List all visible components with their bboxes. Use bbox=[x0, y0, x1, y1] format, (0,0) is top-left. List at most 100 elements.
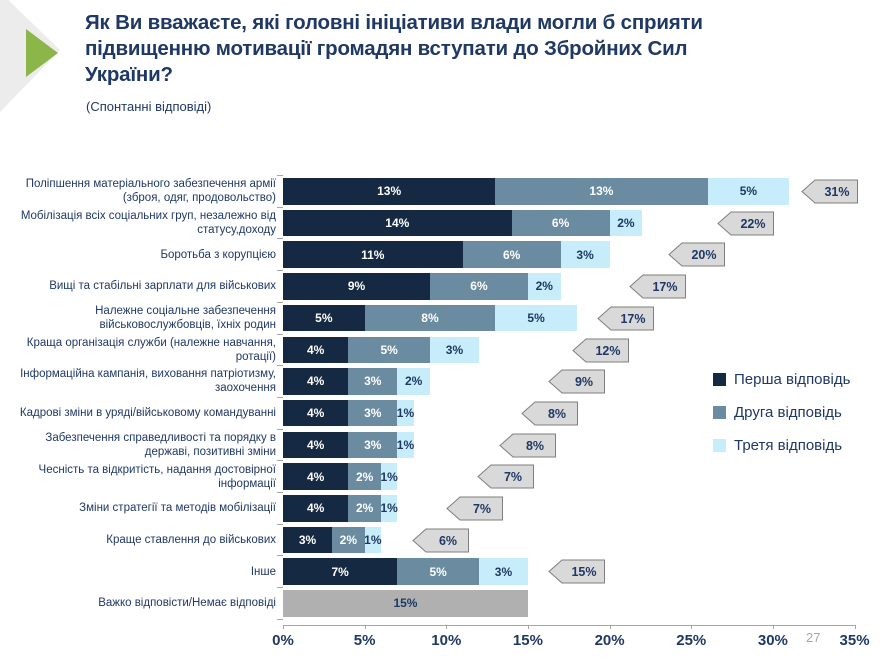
category-label: Мобілізація всіх соціальних груп, незале… bbox=[20, 209, 276, 236]
category-label: Боротьба з корупцією bbox=[160, 248, 276, 261]
x-axis-tick bbox=[772, 625, 774, 629]
category-tick bbox=[277, 333, 283, 335]
bar-segment-series3: 3% bbox=[560, 241, 610, 268]
bar-segment-series1: 4% bbox=[283, 368, 349, 395]
svg-text:8%: 8% bbox=[548, 407, 566, 421]
bar-segment-series1: 9% bbox=[283, 273, 430, 300]
bar-segment-series3: 2% bbox=[397, 368, 430, 395]
bar-segment-series1: 3% bbox=[283, 526, 332, 554]
chart-subtitle: (Спонтанні відповіді) bbox=[86, 99, 212, 114]
no-answer-bar: 15% bbox=[283, 590, 528, 617]
category-label: Інше bbox=[250, 565, 276, 578]
category-tick bbox=[277, 428, 283, 430]
x-axis-label: 10% bbox=[431, 632, 462, 649]
category-tick bbox=[277, 301, 283, 303]
category-label: Важко відповісти/Немає відповіді bbox=[98, 597, 276, 610]
category-label: Інформаційна кампанія, виховання патріот… bbox=[20, 368, 276, 395]
bar-segment-series1: 7% bbox=[283, 558, 398, 585]
category-tick bbox=[277, 365, 283, 367]
category-label: Належне соціальне забезпечення військово… bbox=[95, 305, 276, 332]
x-axis-tick bbox=[691, 625, 693, 629]
bar-segment-series3: 3% bbox=[429, 336, 479, 363]
total-callout: 12% bbox=[572, 338, 630, 368]
x-axis-label: 20% bbox=[594, 632, 625, 649]
total-callout-arrow: 22% bbox=[717, 211, 775, 236]
x-axis-label: 0% bbox=[272, 632, 294, 649]
category-label: Вищі та стабільні зарплати для військови… bbox=[49, 280, 276, 293]
bar-segment-series1: 4% bbox=[283, 495, 349, 522]
category-tick bbox=[277, 555, 283, 557]
legend-label: Друга відповідь bbox=[734, 404, 842, 421]
page-number: 27 bbox=[806, 630, 821, 645]
svg-text:20%: 20% bbox=[692, 248, 717, 262]
bar-segment-series3: 2% bbox=[527, 273, 561, 300]
total-callout-arrow: 8% bbox=[498, 433, 556, 458]
bar-segment-series3: 1% bbox=[397, 399, 414, 427]
category-label: Поліпшення матеріального забезпечення ар… bbox=[25, 178, 276, 205]
bar-segment-series3: 1% bbox=[397, 431, 414, 459]
bar-segment-series2: 13% bbox=[495, 178, 708, 205]
svg-text:12%: 12% bbox=[596, 344, 621, 358]
category-tick bbox=[277, 523, 283, 525]
x-axis-label: 35% bbox=[839, 632, 870, 649]
total-callout: 7% bbox=[446, 496, 504, 526]
bar-segment-series1: 11% bbox=[283, 241, 463, 268]
category-tick bbox=[277, 618, 283, 620]
total-callout: 31% bbox=[800, 179, 859, 209]
x-axis-tick bbox=[446, 625, 448, 629]
bar-segment-series2: 5% bbox=[348, 336, 430, 363]
total-callout: 17% bbox=[596, 306, 655, 336]
bar-segment-series3: 1% bbox=[380, 495, 398, 522]
svg-text:22%: 22% bbox=[741, 217, 766, 231]
x-axis-label: 30% bbox=[757, 632, 788, 649]
bar-segment-series2: 6% bbox=[462, 241, 561, 268]
chart-title: Як Ви вважаєте, які головні ініціативи в… bbox=[85, 11, 703, 87]
bar-segment-series1: 5% bbox=[283, 304, 365, 332]
category-tick bbox=[277, 206, 283, 208]
x-axis-tick bbox=[283, 625, 284, 629]
category-tick bbox=[277, 396, 283, 398]
total-callout-arrow: 7% bbox=[446, 496, 504, 521]
total-callout-arrow: 31% bbox=[800, 179, 858, 204]
bar-segment-series2: 3% bbox=[348, 431, 398, 459]
svg-text:8%: 8% bbox=[526, 439, 544, 453]
svg-text:7%: 7% bbox=[473, 502, 491, 516]
total-callout: 17% bbox=[629, 274, 687, 304]
total-callout-arrow: 12% bbox=[572, 338, 630, 362]
bar-segment-series3: 5% bbox=[707, 178, 790, 205]
x-axis-line bbox=[283, 625, 855, 626]
category-tick bbox=[277, 175, 283, 176]
bar-segment-series1: 4% bbox=[283, 336, 349, 363]
total-callout: 6% bbox=[412, 528, 470, 558]
svg-text:17%: 17% bbox=[620, 312, 645, 326]
svg-text:31%: 31% bbox=[824, 185, 849, 199]
legend-swatch-series3 bbox=[713, 439, 726, 452]
bar-segment-series1: 4% bbox=[283, 463, 349, 490]
legend-swatch-series2 bbox=[713, 406, 726, 419]
total-callout-arrow: 6% bbox=[412, 528, 469, 553]
total-callout-arrow: 7% bbox=[477, 464, 535, 489]
bar-segment-series3: 3% bbox=[478, 558, 528, 585]
total-callout-arrow: 17% bbox=[596, 306, 654, 331]
legend-item: Перша відповідь bbox=[713, 371, 850, 388]
bar-segment-series2: 2% bbox=[331, 526, 365, 554]
total-callout-arrow: 9% bbox=[547, 369, 605, 394]
bar-segment-series2: 8% bbox=[364, 304, 496, 332]
svg-text:15%: 15% bbox=[571, 565, 596, 579]
bar-segment-series2: 3% bbox=[348, 399, 398, 427]
category-label: Кадрові зміни в уряді/військовому команд… bbox=[19, 407, 276, 420]
total-callout: 9% bbox=[547, 369, 606, 399]
x-axis-label: 5% bbox=[353, 632, 376, 649]
svg-text:6%: 6% bbox=[439, 534, 457, 548]
slide-accent-arrow-icon bbox=[0, 0, 60, 112]
x-axis-tick bbox=[609, 625, 611, 629]
bar-segment-series3: 1% bbox=[380, 463, 398, 490]
legend-item: Друга відповідь bbox=[713, 404, 842, 421]
total-callout: 8% bbox=[498, 433, 557, 463]
bar-segment-series1: 13% bbox=[283, 178, 496, 205]
total-callout: 15% bbox=[547, 559, 606, 589]
bar-segment-series2: 5% bbox=[397, 558, 479, 585]
category-tick bbox=[277, 460, 283, 462]
total-callout: 7% bbox=[477, 464, 535, 494]
